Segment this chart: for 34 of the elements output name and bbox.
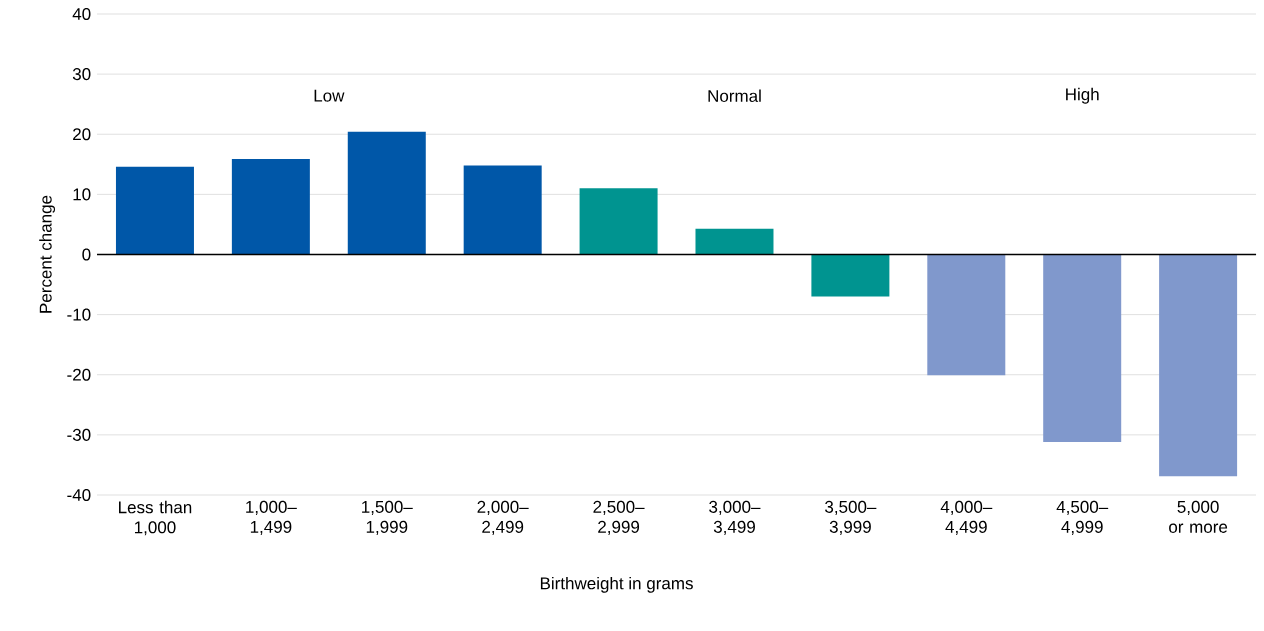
x-tick-label: 3,500– 3,999 — [825, 500, 877, 535]
x-tick-label: 1,000– 1,499 — [246, 500, 297, 535]
y-tick-label: 0 — [82, 248, 91, 261]
y-tick-label: -10 — [67, 308, 91, 321]
y-tick-label: 40 — [72, 7, 91, 21]
y-tick-label: -20 — [67, 368, 91, 381]
bar — [695, 228, 774, 255]
bar — [927, 254, 1006, 376]
bar — [579, 188, 658, 255]
bar — [1043, 254, 1122, 443]
annotation: Normal — [708, 89, 761, 103]
x-tick-label: 3,000– 3,499 — [709, 500, 761, 535]
y-tick-label: 20 — [73, 128, 91, 141]
x-tick-label: 5,000 or more — [1169, 500, 1228, 533]
bar — [347, 131, 426, 255]
x-tick-label: Less than 1,000 — [119, 500, 192, 536]
x-tick-label: 1,500– 1,999 — [362, 500, 413, 535]
bar — [463, 165, 542, 255]
bar — [115, 166, 194, 255]
x-tick-label: 2,500– 2,999 — [593, 500, 645, 535]
y-tick-label: 30 — [72, 68, 91, 81]
x-tick-label: 4,000– 4,499 — [940, 500, 993, 535]
y-tick-label: 10 — [73, 188, 91, 201]
annotation: Low — [314, 89, 345, 102]
x-tick-label: 2,000– 2,499 — [477, 500, 529, 535]
y-tick-label: -30 — [67, 428, 91, 441]
annotation: High — [1066, 87, 1099, 104]
bar — [811, 254, 890, 297]
x-axis-title: Birthweight in grams — [540, 576, 693, 593]
bar — [1159, 254, 1238, 477]
x-tick-label: 4,500– 4,999 — [1056, 500, 1109, 535]
y-tick-label: -40 — [67, 488, 91, 502]
y-axis-title: Percent change — [39, 195, 56, 313]
bar — [231, 158, 310, 255]
